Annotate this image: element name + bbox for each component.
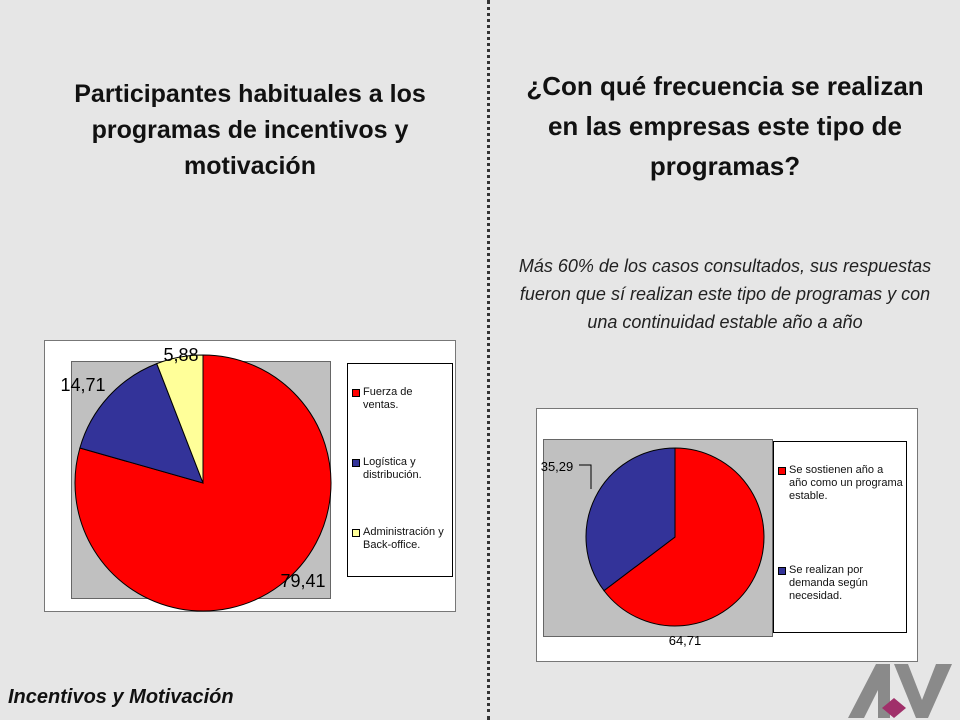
pie-chart-frequency: 64,71 35,29 xyxy=(541,447,765,648)
pie-slice-1 xyxy=(79,362,204,484)
data-label-0: 64,71 xyxy=(669,633,702,648)
leader-line xyxy=(579,464,592,489)
legend-label: Administración y Back-office. xyxy=(363,526,444,551)
pie-slice-0 xyxy=(603,447,765,627)
legend-entry-0: Se sostienen año a año como un programa … xyxy=(778,464,904,503)
dotted-divider xyxy=(487,0,490,720)
footer-text: Incentivos y Motivación xyxy=(8,686,234,708)
legend-label: Fuerza de ventas. xyxy=(363,386,413,411)
legend-swatch xyxy=(352,529,360,537)
legend-entry-1: Se realizan por demanda según necesidad. xyxy=(778,564,904,603)
right-chart-title: ¿Con qué frecuencia se realizan en las e… xyxy=(526,71,924,181)
legend-swatch xyxy=(352,459,360,467)
data-label-1: 35,29 xyxy=(541,459,574,474)
legend-swatch xyxy=(352,389,360,397)
legend-participants: Fuerza de ventas. Logística y distribució… xyxy=(347,363,453,577)
summary-note: Más 60% de los casos consultados, sus re… xyxy=(518,256,932,332)
legend-swatch xyxy=(778,467,786,475)
legend-entry-0: Fuerza de ventas. xyxy=(352,386,450,412)
legend-entry-2: Administración y Back-office. xyxy=(352,526,450,552)
legend-frequency: Se sostienen año a año como un programa … xyxy=(773,441,907,633)
av-logo-icon xyxy=(848,664,952,718)
pie-slice-1 xyxy=(585,447,676,592)
pie-chart-participants: 79,41 14,71 5,88 xyxy=(60,345,332,612)
data-label-2: 5,88 xyxy=(163,345,198,365)
data-label-1: 14,71 xyxy=(60,375,105,395)
chart-participants: 79,41 14,71 5,88 Fuerza de ventas. Logístic… xyxy=(44,340,456,612)
legend-entry-1: Logística y distribución. xyxy=(352,456,450,482)
legend-label: Se realizan por demanda según necesidad. xyxy=(789,564,868,602)
legend-label: Se sostienen año a año como un programa … xyxy=(789,464,903,502)
legend-swatch xyxy=(778,567,786,575)
data-label-0: 79,41 xyxy=(280,571,325,591)
left-chart-title: Participantes habituales a los programas… xyxy=(74,80,426,180)
pie-slice-0 xyxy=(74,354,332,612)
chart-frequency: 64,71 35,29 Se sostienen año a año como u… xyxy=(536,408,918,662)
pie-slice-2 xyxy=(156,354,204,484)
legend-label: Logística y distribución. xyxy=(363,456,422,481)
